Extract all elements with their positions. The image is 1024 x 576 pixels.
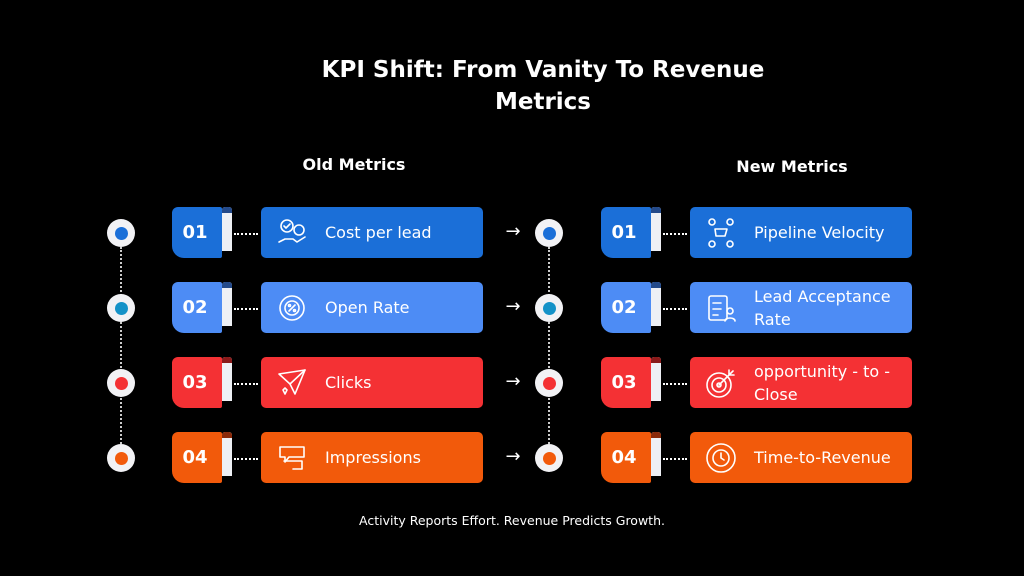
old-metric-card: Impressions [261, 432, 483, 483]
tab-decoration [651, 432, 661, 476]
new-number-badge: 02 [601, 282, 651, 333]
new-timeline-node [535, 294, 563, 322]
chat-bubbles-icon [279, 445, 305, 470]
tab-decoration [222, 207, 232, 251]
new-number-badge: 03 [601, 357, 651, 408]
old-timeline-node [107, 219, 135, 247]
cart-cycle-icon [708, 217, 734, 248]
new-metric-card: opportunity - to - Close [690, 357, 912, 408]
tab-decoration [651, 207, 661, 251]
metric-label: Cost per lead [325, 223, 432, 242]
new-metric-card: Time-to-Revenue [690, 432, 912, 483]
arrow-right-icon: → [505, 296, 521, 317]
old-metrics-heading: Old Metrics [302, 155, 406, 174]
arrow-right-icon: → [505, 221, 521, 242]
old-number-badge: 04 [172, 432, 222, 483]
new-number-badge: 04 [601, 432, 651, 483]
old-timeline-node [107, 444, 135, 472]
new-timeline-node [535, 369, 563, 397]
paper-plane-icon [278, 368, 306, 395]
metric-label: Open Rate [325, 298, 410, 317]
arrow-right-icon: → [505, 371, 521, 392]
old-number-badge: 02 [172, 282, 222, 333]
dotted-connector [234, 233, 258, 235]
money-bag-hand-icon [278, 218, 306, 243]
dotted-connector [663, 233, 687, 235]
tab-decoration [222, 282, 232, 326]
page-title: KPI Shift: From Vanity To Revenue Metric… [321, 57, 765, 115]
old-timeline-node [107, 294, 135, 322]
arrow-right-icon: → [505, 446, 521, 467]
old-timeline-node [107, 369, 135, 397]
old-metric-card: Clicks [261, 357, 483, 408]
old-metric-card: Open Rate [261, 282, 483, 333]
metric-label: Lead Acceptance Rate [754, 286, 891, 329]
gear-clock-icon [706, 442, 736, 473]
new-timeline-node [535, 444, 563, 472]
tab-decoration [651, 282, 661, 326]
new-metrics-heading: New Metrics [736, 157, 848, 176]
percent-cycle-icon [279, 294, 305, 321]
new-metric-card: Lead Acceptance Rate [690, 282, 912, 333]
old-number-badge: 01 [172, 207, 222, 258]
new-timeline-node [535, 219, 563, 247]
checklist-user-icon [708, 294, 736, 322]
new-number-badge: 01 [601, 207, 651, 258]
old-number-badge: 03 [172, 357, 222, 408]
tab-decoration [222, 357, 232, 401]
old-metric-card: Cost per lead [261, 207, 483, 258]
dotted-connector [663, 383, 687, 385]
dotted-connector [234, 383, 258, 385]
dotted-connector [663, 458, 687, 460]
metric-label: opportunity - to - Close [754, 361, 891, 404]
metric-label: Pipeline Velocity [754, 223, 885, 242]
old-timeline-connector [120, 247, 122, 444]
footer-caption: Activity Reports Effort. Revenue Predict… [359, 513, 665, 528]
metric-label: Time-to-Revenue [754, 448, 891, 467]
tab-decoration [651, 357, 661, 401]
metric-label: Clicks [325, 373, 372, 392]
dotted-connector [234, 458, 258, 460]
new-metric-card: Pipeline Velocity [690, 207, 912, 258]
metric-label: Impressions [325, 448, 421, 467]
dotted-connector [234, 308, 258, 310]
new-timeline-connector [548, 247, 550, 444]
target-arrow-icon [706, 368, 735, 398]
tab-decoration [222, 432, 232, 476]
dotted-connector [663, 308, 687, 310]
